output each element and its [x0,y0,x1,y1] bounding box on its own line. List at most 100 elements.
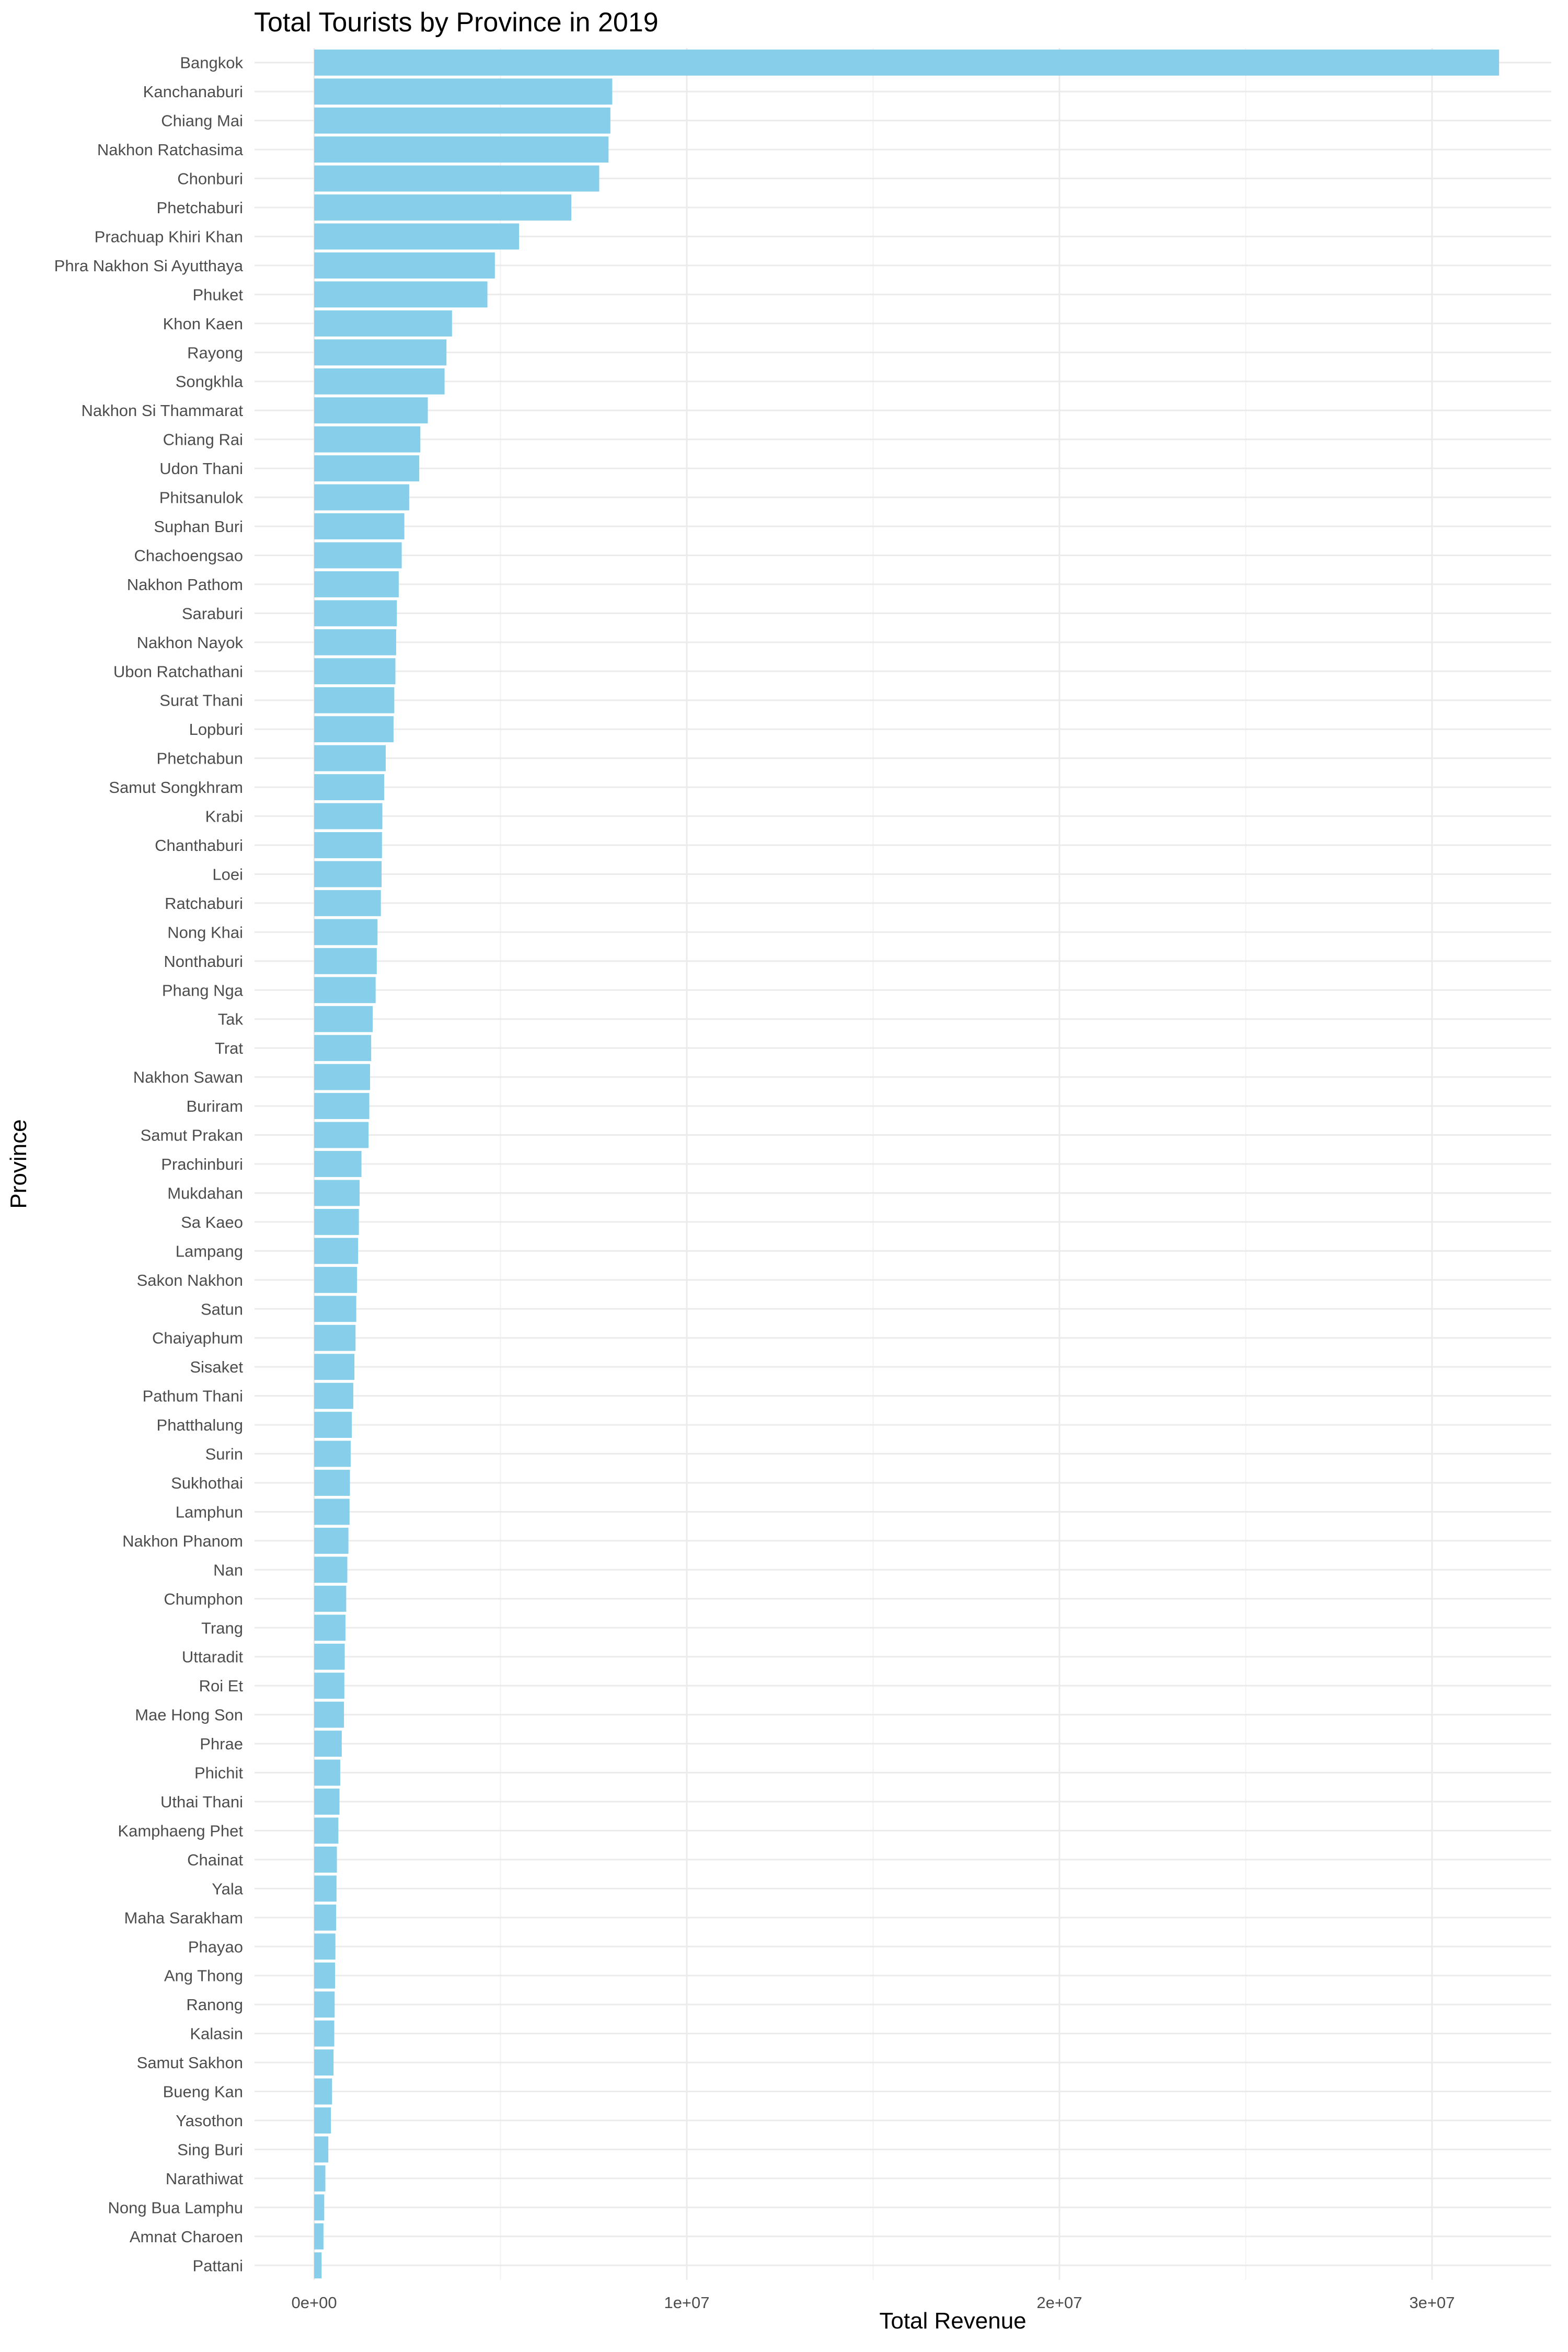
y-tick-label: Suphan Buri [154,517,243,536]
y-tick-label: Samut Prakan [141,1126,243,1145]
y-tick-label: Yala [212,1880,244,1898]
bar [314,49,1500,76]
y-tick-label: Udon Thani [159,459,243,478]
y-tick-label: Phetchaburi [157,199,243,217]
y-tick-label: Surin [205,1445,243,1463]
bar [314,2194,325,2221]
bar [314,1296,356,1322]
bar [314,165,599,192]
y-tick-label: Ranong [186,1996,243,2014]
bar [314,542,402,569]
y-tick-label: Phang Nga [162,981,244,999]
bar [314,368,445,395]
y-tick-label: Pattani [192,2256,243,2275]
bar [314,948,377,974]
y-tick-label: Chaiyaphum [152,1329,243,1347]
bar [314,1093,370,1120]
y-tick-label: Phatthalung [157,1416,243,1434]
chart-title: Total Tourists by Province in 2019 [254,7,659,38]
bar [314,2020,335,2047]
y-tick-label: Sa Kaeo [181,1213,243,1231]
bar [314,1673,344,1699]
grid-layer [255,48,1551,2280]
bar [314,484,409,511]
y-tick-label: Yasothon [176,2112,243,2130]
y-tick-label: Chumphon [164,1590,243,1608]
bar [314,571,399,597]
bar [314,1527,349,1554]
bar [314,1643,345,1670]
bar [314,1382,353,1409]
bar [314,1759,340,1786]
bar [314,774,385,801]
bar [314,78,613,105]
y-tick-label: Lamphun [176,1503,243,1521]
y-tick-label: Chainat [187,1851,243,1869]
bar [314,397,428,424]
y-tick-label: Krabi [205,808,243,826]
bar [314,281,488,308]
y-tick-label: Chonburi [177,170,243,188]
y-tick-label: Rayong [187,343,243,362]
bar [314,1875,337,1902]
y-tick-label: Pathum Thani [143,1387,243,1405]
y-tick-label: Nakhon Sawan [133,1068,243,1087]
bar [314,1470,350,1496]
bar [314,890,381,916]
y-tick-label: Amnat Charoen [130,2228,243,2246]
bar [314,1615,345,1641]
y-tick-label: Ang Thong [164,1967,243,1985]
bar [314,1208,359,1235]
y-tick-label: Buriram [186,1097,243,1115]
y-tick-label: Kalasin [190,2025,243,2043]
x-tick-label: 3e+07 [1409,2293,1455,2312]
bar [314,1354,355,1380]
y-tick-label: Phrae [200,1735,243,1753]
x-tick-labels: 0e+00 1e+07 2e+07 3e+07 [292,2293,1455,2312]
bar [314,107,610,134]
bar [314,1962,335,1989]
y-tick-label: Saraburi [182,604,243,622]
y-tick-label: Narathiwat [166,2170,244,2188]
y-axis-title: Province [6,1119,31,1208]
y-tick-label: Nakhon Nayok [137,633,244,652]
bar [314,455,420,482]
bar [314,1412,352,1438]
y-tick-label: Nonthaburi [164,952,243,971]
bar [314,1557,348,1583]
bar [314,513,405,539]
bar [314,1238,359,1264]
y-tick-label: Nong Khai [167,923,243,941]
bar-layer [314,49,1500,2279]
y-tick-label: Sisaket [190,1358,243,1376]
bar [314,1731,342,1757]
y-tick-label: Lampang [176,1242,243,1260]
y-tick-label: Roi Et [199,1677,244,1695]
y-tick-label: Samut Sakhon [137,2054,243,2072]
y-tick-label: Sakon Nakhon [137,1271,243,1289]
bar [314,1006,373,1032]
y-tick-label: Samut Songkhram [109,778,243,797]
bar [314,339,447,366]
y-tick-label: Sing Buri [177,2140,243,2159]
y-tick-label: Phra Nakhon Si Ayutthaya [54,257,244,275]
y-tick-label: Mukdahan [167,1184,243,1202]
bar [314,1498,350,1525]
bar [314,2078,332,2105]
bar [314,1324,356,1351]
bar [314,832,382,858]
bar [314,2107,331,2134]
bar [314,1846,337,1873]
y-tick-label: Chiang Mai [161,112,243,130]
y-tick-label: Phichit [194,1764,243,1782]
y-tick-label: Nan [213,1561,243,1579]
y-tick-label: Prachuap Khiri Khan [95,227,243,246]
bar [314,223,520,250]
bar [314,687,395,713]
y-tick-label: Prachinburi [161,1155,243,1173]
bar [314,1151,362,1177]
y-tick-label: Chiang Rai [163,431,243,449]
bar [314,1585,347,1612]
bar [314,803,383,829]
bar [314,2252,322,2279]
